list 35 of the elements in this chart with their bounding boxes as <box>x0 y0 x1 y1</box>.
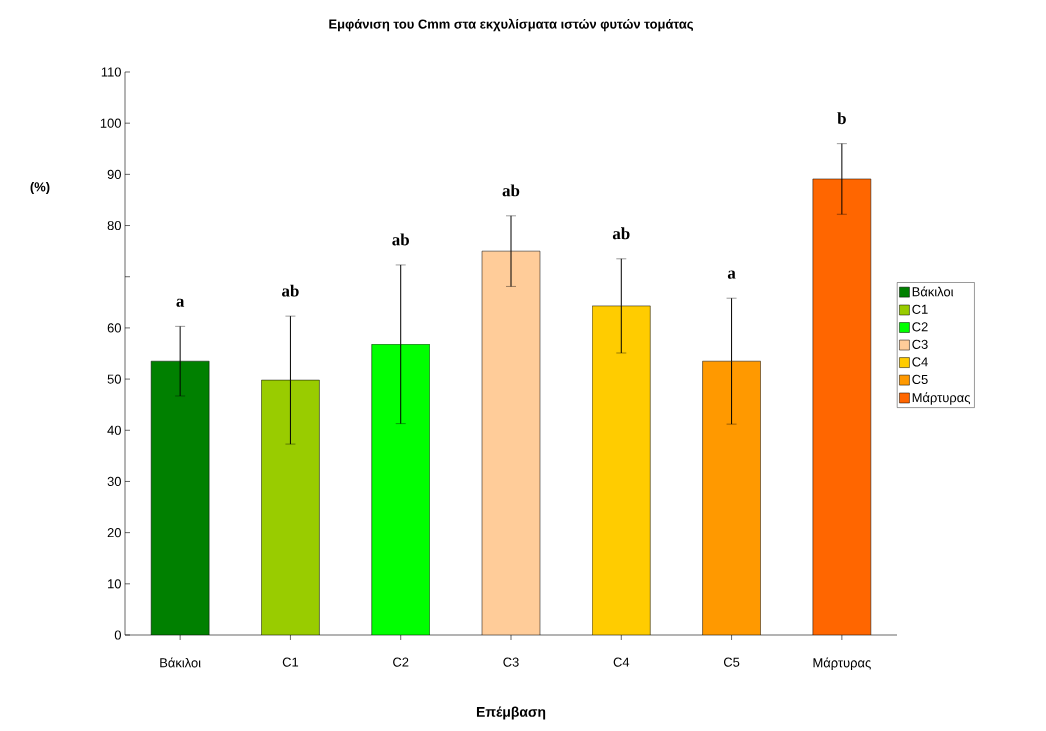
annotation: b <box>837 112 846 125</box>
x-tick-label: Βάκιλοι <box>160 657 201 668</box>
chart-title: Εμφάνιση του Cmm στα εκχυλίσματα ιστών φυτών τομάτας <box>329 18 694 32</box>
y-axis-title: (%) <box>30 181 50 195</box>
y-tick-label: 90 <box>107 169 121 179</box>
y-tick-label: 30 <box>107 476 121 487</box>
legend-label: C2 <box>912 322 928 332</box>
y-tick-label: 0 <box>114 630 121 640</box>
y-tick-label: 50 <box>107 374 121 384</box>
annotation: a <box>727 270 736 279</box>
y-tick-label: 110 <box>101 67 121 77</box>
annotation: ab <box>502 184 520 197</box>
annotation: ab <box>282 284 299 297</box>
legend-label: C5 <box>912 374 928 384</box>
x-axis-title: Επέμβαση <box>476 706 546 720</box>
annotation: ab <box>392 233 409 246</box>
annotation: ab <box>612 227 630 240</box>
y-tick-label: 20 <box>107 528 121 538</box>
legend-label: C4 <box>912 357 928 367</box>
legend-label: C3 <box>912 339 928 349</box>
annotation: a <box>176 298 185 307</box>
x-tick-label: C2 <box>393 657 409 667</box>
x-tick-label: C1 <box>282 657 299 667</box>
x-tick-label: C5 <box>723 657 740 667</box>
legend-label: C1 <box>912 304 928 314</box>
y-tick-label: 80 <box>107 220 121 231</box>
x-tick-label: Μάρτυρας <box>813 657 871 670</box>
legend-label: Μάρτυρας <box>912 392 971 405</box>
y-tick-label: 10 <box>108 579 121 589</box>
y-tick-label: 40 <box>107 425 121 435</box>
legend-label: Βάκιλοι <box>912 286 954 297</box>
y-tick-label: 60 <box>107 323 121 333</box>
y-tick-label: 100 <box>100 118 121 128</box>
x-tick-label: C4 <box>613 657 630 667</box>
x-tick-label: C3 <box>503 657 519 667</box>
